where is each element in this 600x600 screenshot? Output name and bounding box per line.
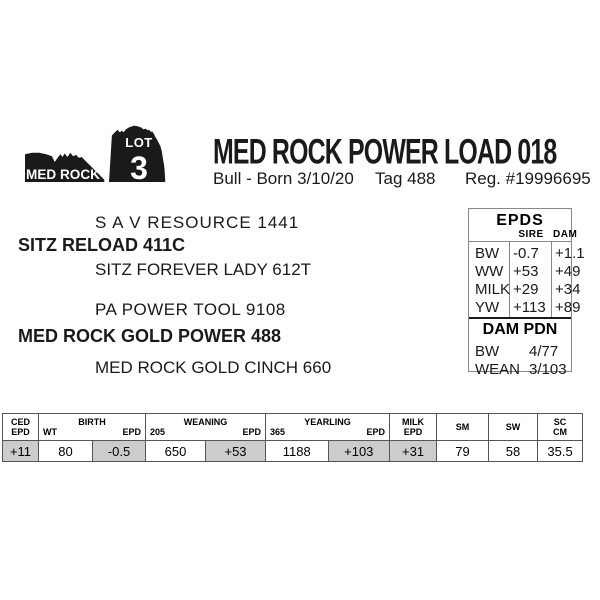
svg-text:LOT: LOT <box>125 135 153 150</box>
svg-text:MED ROCK: MED ROCK <box>26 166 100 182</box>
svg-text:3: 3 <box>130 150 148 182</box>
